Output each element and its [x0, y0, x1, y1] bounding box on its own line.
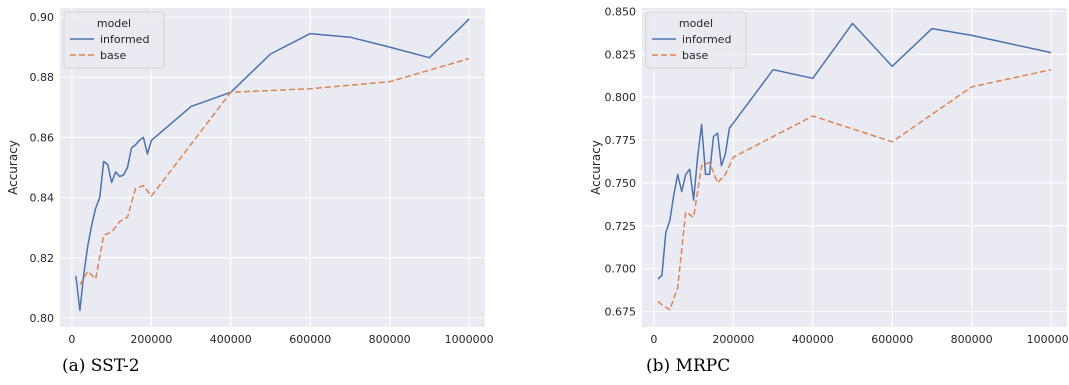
caption-mrpc: (b) MRPC — [646, 356, 730, 376]
legend-title: model — [97, 17, 131, 30]
y-tick-label: 0.80 — [30, 312, 55, 325]
x-tick-label: 600000 — [871, 333, 913, 345]
y-tick-label: 0.725 — [605, 220, 637, 233]
legend-label-base: base — [682, 49, 708, 62]
y-tick-label: 0.800 — [605, 91, 637, 104]
x-tick-label: 1000000 — [1027, 333, 1069, 345]
legend-label-base: base — [100, 49, 126, 62]
y-tick-label: 0.825 — [605, 48, 637, 61]
x-tick-label: 800000 — [369, 333, 411, 345]
x-tick-label: 200000 — [712, 333, 754, 345]
legend-label-informed: informed — [100, 33, 149, 46]
y-axis-label: Accuracy — [6, 140, 20, 195]
legend-label-informed: informed — [682, 33, 731, 46]
legend-title: model — [679, 17, 713, 30]
x-tick-label: 0 — [68, 333, 75, 345]
y-tick-label: 0.88 — [30, 71, 55, 84]
x-tick-label: 400000 — [210, 333, 252, 345]
caption-sst2: (a) SST-2 — [62, 356, 140, 376]
y-tick-label: 0.84 — [30, 192, 55, 205]
y-tick-label: 0.86 — [30, 131, 55, 144]
x-tick-label: 1000000 — [445, 333, 494, 345]
x-tick-label: 0 — [650, 333, 657, 345]
y-tick-label: 0.775 — [605, 134, 637, 147]
chart-sst2: 0.80 0.82 0.84 0.86 0.88 0.90 0 200000 400000 600… — [0, 0, 500, 345]
y-tick-label: 0.700 — [605, 263, 637, 276]
y-tick-label: 0.850 — [605, 5, 637, 18]
y-tick-label: 0.82 — [30, 252, 55, 265]
x-tick-label: 600000 — [289, 333, 331, 345]
x-tick-label: 400000 — [792, 333, 834, 345]
y-axis-label: Accuracy — [589, 140, 603, 195]
y-tick-label: 0.675 — [605, 306, 637, 319]
x-tick-label: 800000 — [951, 333, 993, 345]
y-tick-label: 0.90 — [30, 11, 55, 24]
y-tick-label: 0.750 — [605, 177, 637, 190]
x-tick-label: 200000 — [130, 333, 172, 345]
chart-mrpc: 0.675 0.700 0.725 0.750 0.775 0.800 0.825 0.850… — [585, 0, 1069, 345]
